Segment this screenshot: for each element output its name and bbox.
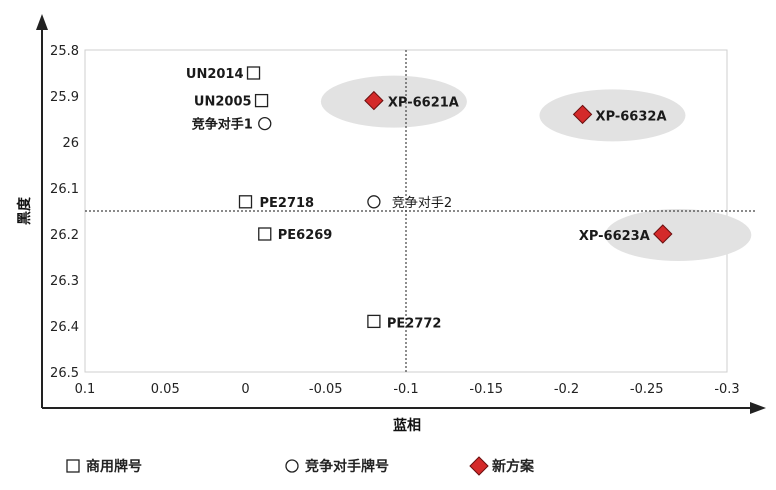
highlight-ellipse (605, 209, 752, 261)
legend-label: 新方案 (492, 458, 535, 475)
point-label: 竞争对手2 (392, 195, 452, 211)
highlight-ellipse (320, 75, 467, 128)
y-tick-label: 26.3 (50, 274, 79, 289)
x-tick-label: 0 (241, 382, 249, 397)
point-label: XP-6621A (388, 96, 459, 111)
x-tick-label: -0.15 (469, 382, 503, 397)
point-label: PE2772 (387, 316, 442, 331)
point-label: XP-6632A (596, 109, 667, 124)
x-axis-title: 蓝相 (393, 417, 421, 434)
x-tick-label: 0.1 (75, 382, 96, 397)
y-tick-label: 26 (62, 136, 79, 151)
x-axis-arrow (750, 402, 766, 414)
point-square (258, 227, 272, 241)
legend-label: 竞争对手牌号 (305, 458, 389, 475)
point-diamond (364, 90, 384, 111)
legend-marker-diamond (469, 456, 489, 476)
x-tick-label: -0.1 (393, 382, 418, 397)
x-tick-label: -0.25 (630, 382, 664, 397)
point-diamond (572, 104, 593, 125)
y-tick-label: 26.2 (50, 228, 79, 243)
point-label: UN2005 (194, 95, 252, 110)
legend-marker-square (66, 459, 80, 473)
x-tick-label: -0.3 (714, 382, 739, 397)
point-label: PE2718 (260, 196, 315, 211)
point-square (246, 66, 261, 80)
point-diamond (653, 224, 673, 244)
point-label: XP-6623A (579, 229, 650, 244)
y-tick-label: 26.1 (50, 182, 79, 197)
point-circle (367, 195, 381, 209)
point-circle (258, 116, 272, 131)
point-square (367, 314, 381, 329)
y-tick-label: 26.4 (50, 320, 79, 335)
y-tick-label: 25.9 (50, 90, 79, 105)
legend-label: 商用牌号 (86, 458, 142, 475)
point-label: 竞争对手1 (192, 117, 253, 133)
point-square (238, 195, 253, 209)
point-label: UN2014 (186, 67, 244, 82)
point-label: PE6269 (278, 228, 333, 243)
y-axis-arrow (36, 14, 48, 30)
highlight-ellipse (539, 89, 686, 142)
y-tick-label: 25.8 (50, 44, 79, 59)
y-axis-title: 黑度 (16, 196, 33, 225)
y-tick-label: 26.5 (50, 366, 79, 381)
legend-marker-circle (285, 459, 299, 473)
x-tick-label: -0.05 (309, 382, 343, 397)
point-square (254, 93, 269, 108)
x-tick-label: -0.2 (554, 382, 579, 397)
x-tick-label: 0.05 (151, 382, 180, 397)
